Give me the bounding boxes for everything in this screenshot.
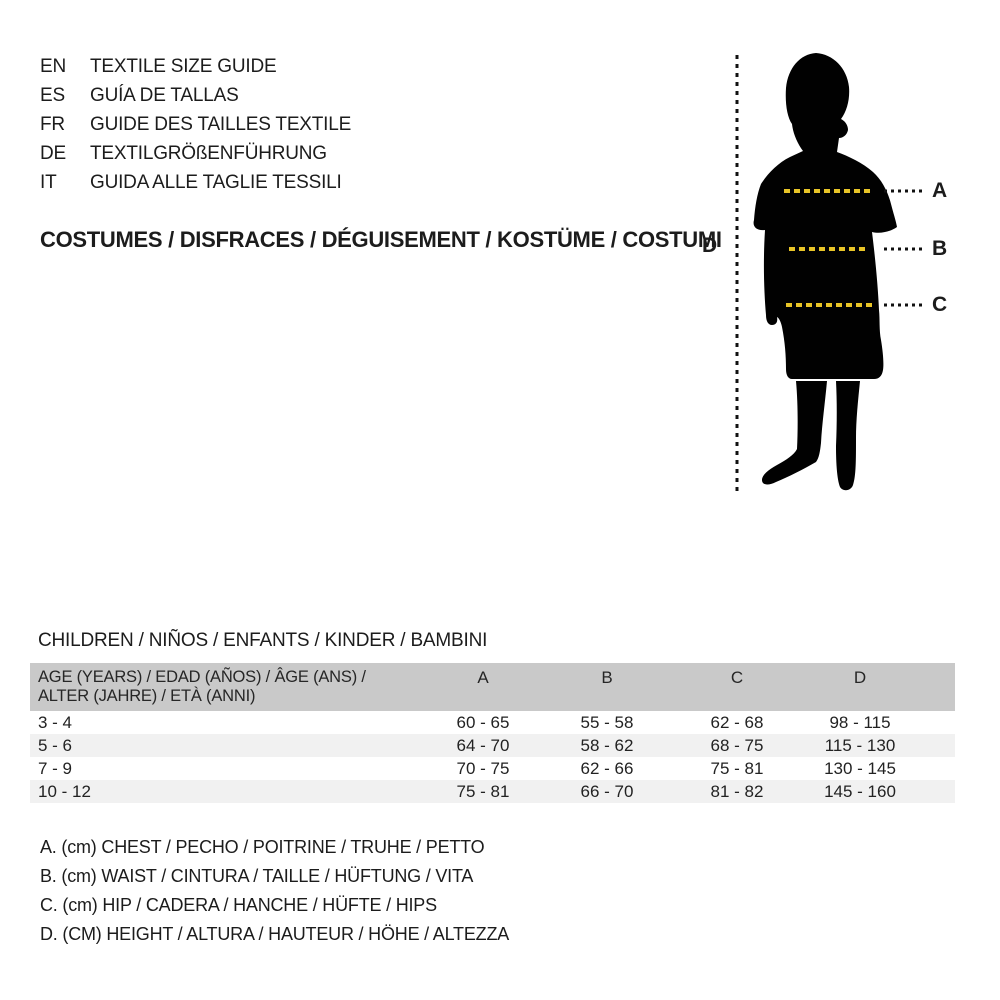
hip-cell: 75 - 81 [710,759,764,778]
table-row: 7 - 9 70 - 75 62 - 66 75 - 81 130 - 145 [30,757,955,780]
size-table: AGE (YEARS) / EDAD (AÑOS) / ÂGE (ANS) / … [30,663,955,803]
column-header-a: A [477,668,489,687]
age-column-header-line1: AGE (YEARS) / EDAD (AÑOS) / ÂGE (ANS) / [38,668,366,686]
chest-cell: 70 - 75 [456,759,510,778]
language-label: GUIDA ALLE TAGLIE TESSILI [90,172,342,193]
language-label: TEXTILE SIZE GUIDE [90,56,277,77]
measure-label-d: D [702,234,718,257]
table-row: 5 - 6 64 - 70 58 - 62 68 - 75 115 - 130 [30,734,955,757]
language-row-fr: FR GUIDE DES TAILLES TEXTILE [40,110,351,139]
table-row: 3 - 4 60 - 65 55 - 58 62 - 68 98 - 115 [30,711,955,734]
legend-chest: A. (cm) CHEST / PECHO / POITRINE / TRUHE… [40,837,485,857]
hip-cell: 68 - 75 [710,736,764,755]
column-header-d: D [853,668,867,687]
table-header: AGE (YEARS) / EDAD (AÑOS) / ÂGE (ANS) / … [30,663,955,711]
legend-waist: B. (cm) WAIST / CINTURA / TAILLE / HÜFTU… [40,866,474,886]
chest-cell: 60 - 65 [456,713,510,732]
column-header-b: B [601,668,613,687]
language-row-es: ES GUÍA DE TALLAS [40,81,351,110]
chest-cell: 75 - 81 [456,782,510,801]
language-label: GUÍA DE TALLAS [90,85,239,106]
height-cell: 130 - 145 [824,759,896,778]
language-row-it: IT GUIDA ALLE TAGLIE TESSILI [40,168,351,197]
language-label: TEXTILGRÖßENFÜHRUNG [90,143,327,164]
measure-label-a: A [932,179,948,202]
column-header-c: C [730,668,744,687]
height-cell: 115 - 130 [824,736,896,755]
waist-cell: 62 - 66 [580,759,634,778]
age-cell: 7 - 9 [38,759,73,778]
language-list: EN TEXTILE SIZE GUIDE ES GUÍA DE TALLAS … [40,52,351,197]
language-code: EN [40,56,66,77]
age-column-header-line2: ALTER (JAHRE) / ETÀ (ANNI) [38,687,256,705]
language-row-en: EN TEXTILE SIZE GUIDE [40,52,351,81]
measure-label-b: B [932,237,948,260]
language-code: FR [40,114,65,135]
hip-cell: 81 - 82 [710,782,764,801]
measure-label-c: C [932,293,948,316]
language-row-de: DE TEXTILGRÖßENFÜHRUNG [40,139,351,168]
legend-height: D. (CM) HEIGHT / ALTURA / HAUTEUR / HÖHE… [40,924,510,944]
age-cell: 10 - 12 [38,782,91,801]
language-code: DE [40,143,66,164]
section-title-children: CHILDREN / NIÑOS / ENFANTS / KINDER / BA… [38,630,488,651]
age-cell: 5 - 6 [38,736,73,755]
waist-cell: 55 - 58 [580,713,634,732]
language-label: GUIDE DES TAILLES TEXTILE [90,114,352,135]
language-code: IT [40,172,57,193]
height-cell: 98 - 115 [829,713,891,732]
measurement-legend: A. (cm) CHEST / PECHO / POITRINE / TRUHE… [40,833,509,949]
table-row: 10 - 12 75 - 81 66 - 70 81 - 82 145 - 16… [30,780,955,803]
hip-cell: 62 - 68 [710,713,764,732]
waist-cell: 66 - 70 [580,782,634,801]
language-code: ES [40,85,65,106]
child-silhouette-icon [753,53,897,491]
category-title: COSTUMES / DISFRACES / DÉGUISEMENT / KOS… [40,227,722,252]
waist-cell: 58 - 62 [580,736,634,755]
age-cell: 3 - 4 [38,713,73,732]
chest-cell: 64 - 70 [456,736,510,755]
height-cell: 145 - 160 [824,782,896,801]
legend-hip: C. (cm) HIP / CADERA / HANCHE / HÜFTE / … [40,895,437,915]
